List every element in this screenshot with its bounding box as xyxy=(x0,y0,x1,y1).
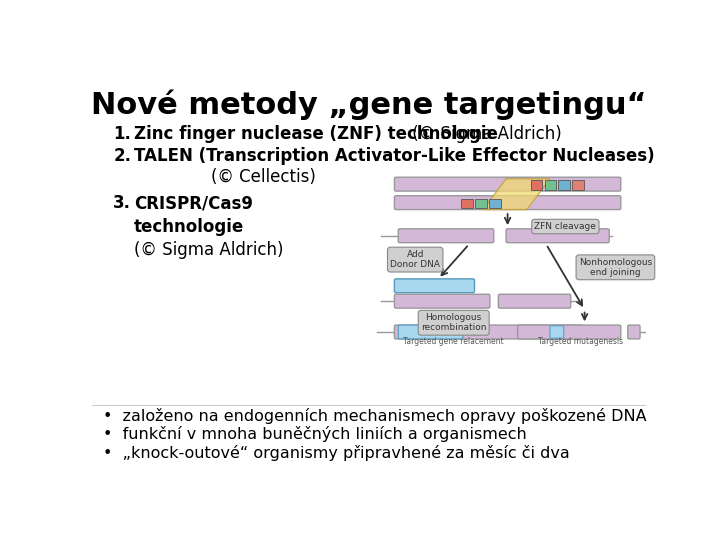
Text: •  založeno na endogenních mechanismech opravy poškozené DNA: • založeno na endogenních mechanismech o… xyxy=(104,408,647,424)
Text: technologie: technologie xyxy=(134,218,244,235)
FancyBboxPatch shape xyxy=(518,325,621,339)
Polygon shape xyxy=(483,179,550,210)
Text: Targeted mutagenesis: Targeted mutagenesis xyxy=(538,338,624,347)
FancyBboxPatch shape xyxy=(395,294,490,308)
Text: Zinc finger nuclease (ZNF) technologie: Zinc finger nuclease (ZNF) technologie xyxy=(134,125,498,143)
FancyBboxPatch shape xyxy=(398,325,463,339)
Text: •  funkční v mnoha buněčných liniích a organismech: • funkční v mnoha buněčných liniích a or… xyxy=(104,427,527,442)
FancyBboxPatch shape xyxy=(550,326,564,338)
FancyBboxPatch shape xyxy=(506,229,609,242)
Text: 2.: 2. xyxy=(113,147,131,165)
Text: TALEN (Transcription Activator-Like Effector Nucleases): TALEN (Transcription Activator-Like Effe… xyxy=(134,147,654,165)
Bar xyxy=(531,180,542,190)
Text: 3.: 3. xyxy=(113,194,131,212)
Text: (© Sigma Aldrich): (© Sigma Aldrich) xyxy=(407,125,562,143)
FancyBboxPatch shape xyxy=(395,195,621,210)
Bar xyxy=(544,180,556,190)
Bar xyxy=(572,180,584,190)
Bar xyxy=(475,199,487,208)
Text: (© Cellectis): (© Cellectis) xyxy=(211,168,316,186)
FancyBboxPatch shape xyxy=(395,177,621,191)
Text: (© Sigma Aldrich): (© Sigma Aldrich) xyxy=(134,241,284,259)
Text: Nové metody „gene targetingu“: Nové metody „gene targetingu“ xyxy=(91,90,647,120)
Text: Homologous
recombination: Homologous recombination xyxy=(421,313,487,333)
FancyBboxPatch shape xyxy=(398,229,494,242)
Bar xyxy=(462,199,473,208)
FancyBboxPatch shape xyxy=(498,294,571,308)
Text: ZFN cleavage: ZFN cleavage xyxy=(534,222,596,231)
FancyBboxPatch shape xyxy=(395,279,474,293)
Bar xyxy=(559,180,570,190)
Text: •  „knock-outové“ organismy připravhené za měsíc či dva: • „knock-outové“ organismy připravhené z… xyxy=(104,445,570,461)
FancyBboxPatch shape xyxy=(628,325,640,339)
Text: 1.: 1. xyxy=(113,125,131,143)
Text: Targeted gene relacement: Targeted gene relacement xyxy=(403,338,504,347)
Text: Add
Donor DNA: Add Donor DNA xyxy=(390,250,440,269)
Bar xyxy=(489,199,500,208)
Text: Nonhomologous
end joining: Nonhomologous end joining xyxy=(579,258,652,277)
FancyBboxPatch shape xyxy=(395,325,582,339)
Text: CRISPR/Cas9: CRISPR/Cas9 xyxy=(134,194,253,212)
